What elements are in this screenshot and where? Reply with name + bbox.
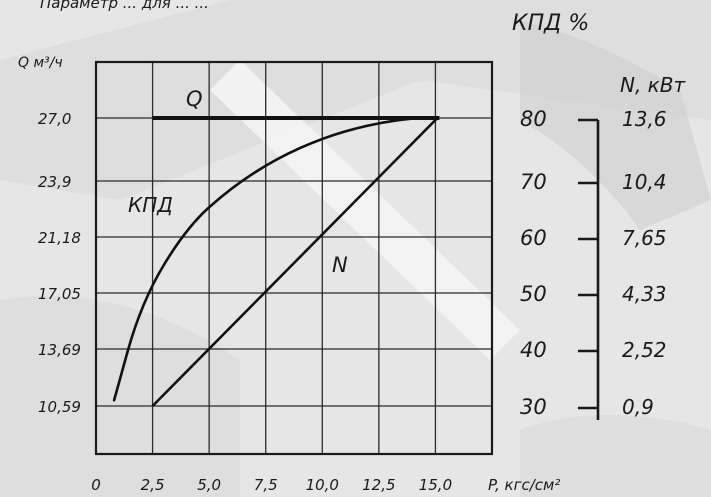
plot-frame — [94, 60, 494, 456]
efficiency-tick-label: 40 — [520, 338, 547, 362]
efficiency-tick-label: 30 — [520, 395, 547, 419]
series-group: Q КПД N — [112, 87, 440, 407]
q-tick-label: 27,0 — [38, 110, 71, 128]
series-efficiency-label: КПД — [128, 193, 173, 217]
power-axis-label: N, кВт — [620, 73, 686, 97]
efficiency-axis: КПД % 80 70 60 50 40 30 — [512, 11, 589, 419]
x-tick-label: 5,0 — [197, 476, 221, 494]
series-q-label: Q — [186, 87, 203, 111]
q-tick-label: 17,05 — [38, 285, 81, 303]
power-tick-label: 0,9 — [622, 395, 654, 419]
series-n-line — [151, 117, 439, 407]
x-tick-label: 2,5 — [141, 476, 165, 494]
q-axis-label: Q м³/ч — [18, 55, 63, 71]
efficiency-tick-label: 70 — [520, 170, 547, 194]
efficiency-tick-label: 60 — [520, 226, 547, 250]
q-tick-label: 10,59 — [38, 398, 81, 416]
efficiency-axis-label: КПД % — [512, 11, 589, 36]
q-tick-label: 23,9 — [38, 173, 71, 191]
series-n-label: N — [332, 253, 348, 277]
x-tick-label: 0 — [91, 476, 101, 494]
header-text: Параметр ... для ... ... — [40, 0, 209, 12]
power-axis: N, кВт 13,6 10,4 7,65 4,33 2,52 0,9 — [578, 73, 686, 420]
efficiency-tick-label: 50 — [520, 282, 547, 306]
x-axis-label: P, кгс/см² — [488, 476, 560, 494]
x-tick-label: 15,0 — [419, 476, 452, 494]
grid — [96, 62, 492, 454]
q-axis: Q м³/ч 27,0 23,9 21,18 17,05 13,69 10,59 — [18, 55, 81, 416]
series-efficiency-curve — [112, 116, 437, 402]
efficiency-tick-label: 80 — [520, 107, 547, 131]
power-tick-label: 10,4 — [622, 170, 667, 194]
power-tick-label: 4,33 — [622, 282, 667, 306]
power-tick-label: 13,6 — [622, 107, 667, 131]
power-tick-label: 2,52 — [622, 338, 667, 362]
x-axis: 0 2,5 5,0 7,5 10,0 12,5 15,0 P, кгс/см² — [91, 476, 560, 494]
q-tick-label: 13,69 — [38, 341, 81, 359]
x-tick-label: 12,5 — [362, 476, 395, 494]
x-tick-label: 10,0 — [306, 476, 339, 494]
x-tick-label: 7,5 — [254, 476, 278, 494]
q-tick-label: 21,18 — [38, 229, 81, 247]
power-tick-label: 7,65 — [622, 226, 667, 250]
